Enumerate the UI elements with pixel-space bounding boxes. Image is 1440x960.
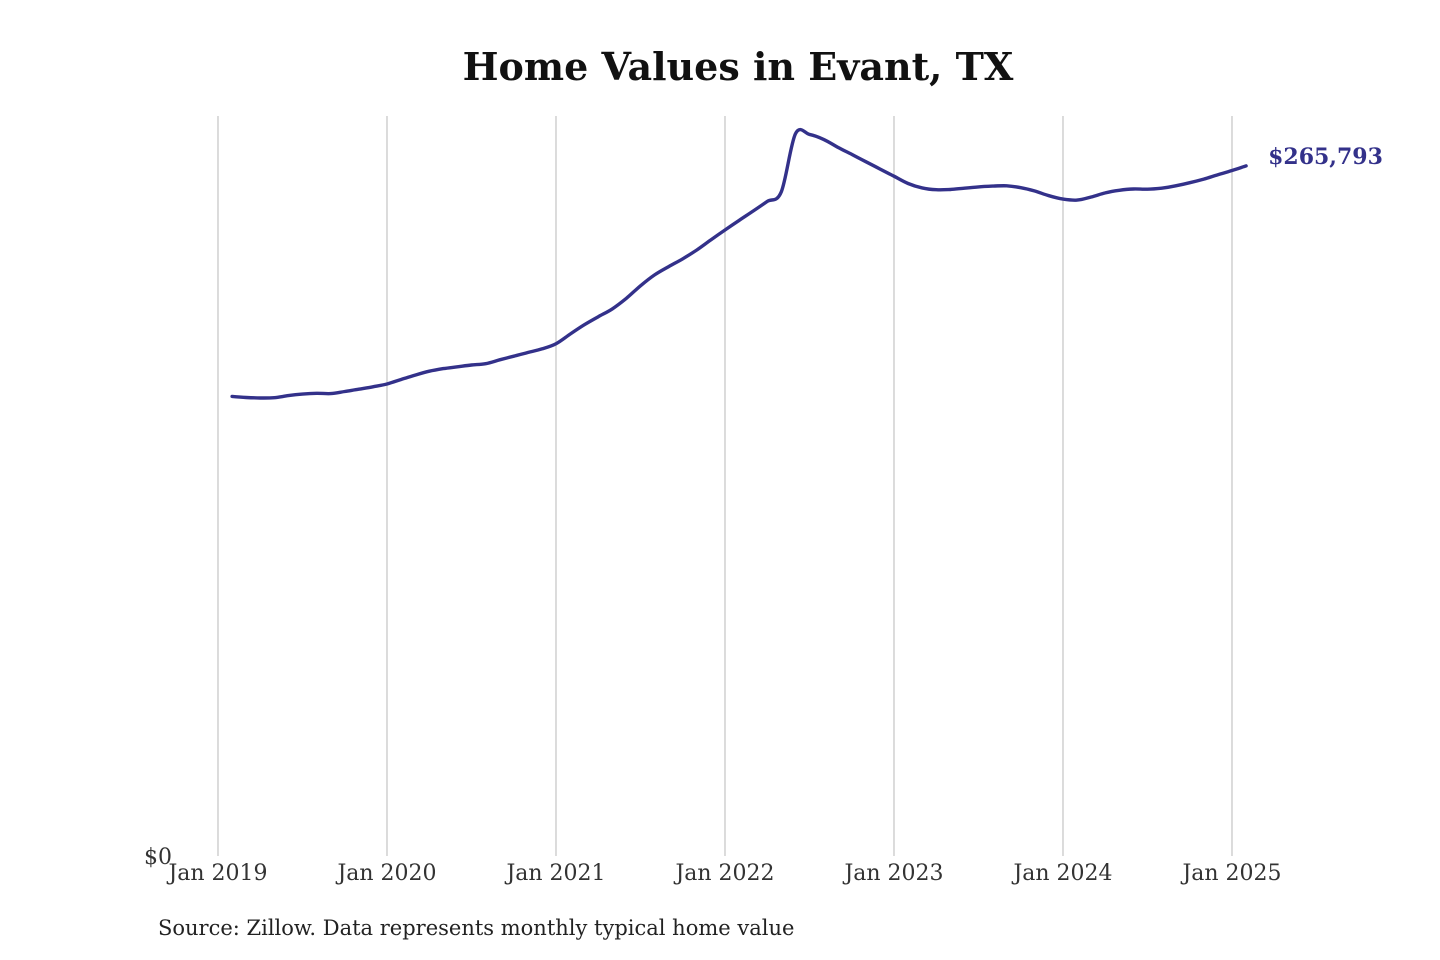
axis-labels: Jan 2019 Jan 2020 Jan 2021 Jan 2022 Jan 2023… (144, 144, 1383, 886)
x-tick-label: Jan 2022 (673, 861, 774, 886)
series-line (230, 127, 1248, 400)
end-value-label: $265,793 (1268, 144, 1383, 170)
x-tick-label: Jan 2020 (335, 861, 436, 886)
x-tick-label: Jan 2024 (1011, 861, 1112, 886)
x-tick-label: Jan 2021 (504, 861, 605, 886)
series-line-layer (230, 127, 1248, 400)
y-tick-label: $0 (144, 845, 172, 870)
x-tick-label: Jan 2023 (842, 861, 943, 886)
source-note: Source: Zillow. Data represents monthly … (158, 916, 795, 940)
x-tick-label: Jan 2019 (166, 861, 267, 886)
x-tick-label: Jan 2025 (1180, 861, 1281, 886)
chart-title: Home Values in Evant, TX (462, 44, 1014, 89)
vertical-gridlines (217, 116, 1233, 856)
